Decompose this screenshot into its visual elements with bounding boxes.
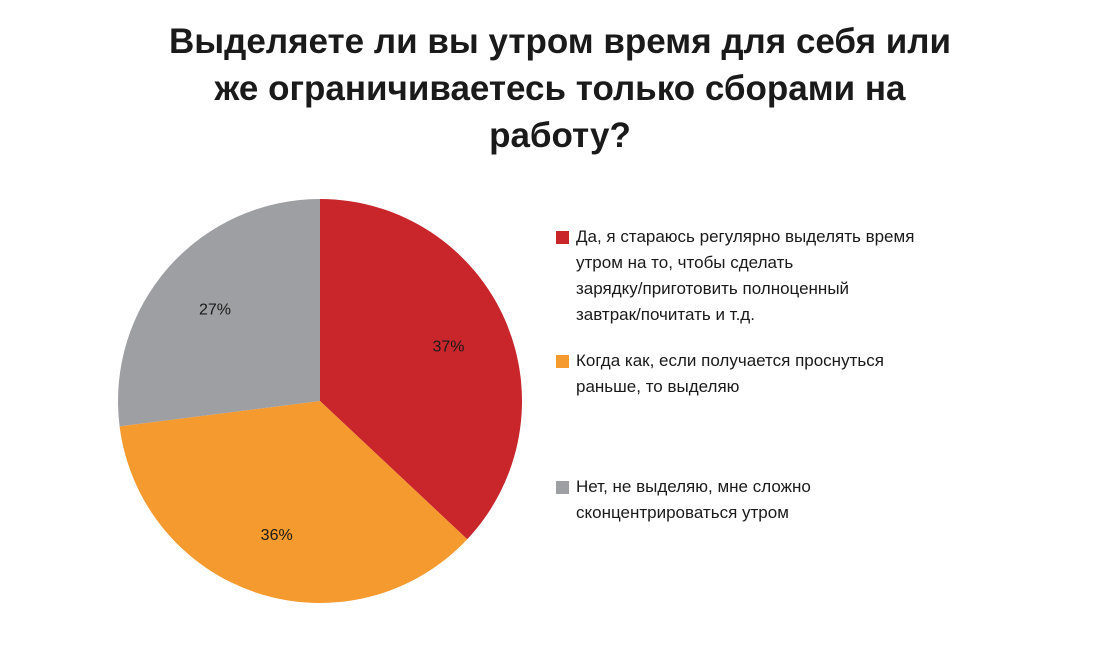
legend-label-yes-line-2: утром на то, чтобы сделать — [576, 253, 794, 272]
legend-label-yes-line-3: зарядку/приготовить полноценный — [576, 279, 850, 298]
pie-chart: 37% 36% 27% — [117, 199, 522, 604]
legend-swatch-sometimes — [556, 355, 569, 368]
chart-title-line-2: же ограничиваетесь только сборами на — [214, 69, 906, 108]
legend-label-yes-line-4: завтрак/почитать и т.д. — [576, 305, 755, 324]
data-label-sometimes: 36% — [261, 527, 293, 544]
legend-swatch-yes — [556, 231, 569, 244]
legend-swatch-no — [556, 481, 569, 494]
legend-label-sometimes-line-2: раньше, то выделяю — [576, 377, 740, 396]
legend-label-sometimes-line-1: Когда как, если получается проснуться — [576, 351, 884, 370]
chart-title-line-3: работу? — [489, 116, 631, 155]
legend-label-no-line-2: сконцентрироваться утром — [576, 503, 789, 522]
pie-slice-no — [117, 199, 320, 427]
data-label-yes: 37% — [432, 338, 464, 355]
pie-slice-yes — [320, 199, 522, 540]
chart-title-line-1: Выделяете ли вы утром время для себя или — [169, 22, 951, 61]
data-label-no: 27% — [199, 301, 231, 318]
legend-label-no-line-1: Нет, не выделяю, мне сложно — [576, 477, 811, 496]
legend-label-yes-line-1: Да, я стараюсь регулярно выделять время — [576, 227, 915, 246]
pie-slice-sometimes — [119, 401, 468, 604]
chart-title: Выделяете ли вы утром время для себя или… — [150, 18, 970, 159]
legend-label-no: Нет, не выделяю, мне сложно сконцентриро… — [576, 474, 996, 526]
legend-label-sometimes: Когда как, если получается проснуться ра… — [576, 348, 996, 400]
legend-label-yes: Да, я стараюсь регулярно выделять время … — [576, 224, 996, 328]
